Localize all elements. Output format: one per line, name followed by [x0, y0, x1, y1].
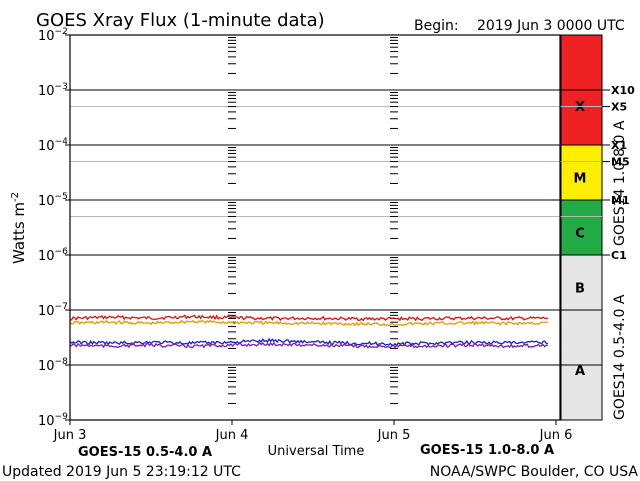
y-tick-label: 10−4: [38, 137, 68, 154]
flux-series: [69, 314, 549, 349]
flare-band-label-x: X: [575, 100, 585, 115]
flare-band-c: [561, 200, 602, 255]
legend-goes15-long: GOES-15 1.0-8.0 A: [420, 443, 554, 458]
flare-marker-label: M1: [611, 194, 630, 207]
credit-text: NOAA/SWPC Boulder, CO USA: [430, 464, 639, 480]
plot-frame: [69, 34, 561, 421]
flare-band-label-a: A: [575, 364, 585, 379]
flare-marker-label: C1: [611, 249, 627, 262]
x-tick-label: Jun 5: [377, 428, 411, 443]
series-line-0: [70, 314, 549, 322]
begin-label: Begin:: [414, 18, 459, 34]
flare-marker-label: X5: [611, 101, 627, 114]
reference-lines: [70, 89, 602, 366]
updated-timestamp: Updated 2019 Jun 5 23:19:12 UTC: [2, 464, 241, 480]
y-tick-label: 10−2: [38, 27, 68, 44]
flare-band-b: [561, 255, 602, 310]
flare-band-frame: [560, 34, 603, 421]
legend-goes15-short: GOES-15 0.5-4.0 A: [78, 445, 212, 460]
x-tick-label: Jun 3: [53, 428, 87, 443]
flare-band-label-m: M: [574, 172, 587, 187]
series-line-3: [69, 341, 549, 349]
day-tick-marks: [228, 37, 398, 404]
flare-band-label-c: C: [575, 227, 585, 242]
x-axis: Jun 3 Jun 4 Jun 5 Jun 6: [53, 420, 573, 443]
flare-marker-label: X10: [611, 84, 635, 97]
y-axis-title: Watts m-2: [10, 192, 28, 264]
x-tick-label: Jun 4: [215, 428, 249, 443]
series-line-1: [69, 319, 549, 327]
flare-marker-label: X1: [611, 139, 627, 152]
flare-class-bands: X M C B A: [560, 34, 603, 421]
y-tick-label: 10−3: [38, 82, 68, 99]
flare-band-m: [561, 145, 602, 200]
flare-markers: X10 X5 X1 M5 M1 C1: [602, 84, 635, 262]
flare-marker-label: M5: [611, 156, 630, 169]
y-tick-label: 10−9: [38, 412, 68, 429]
x-tick-label: Jun 6: [539, 428, 573, 443]
legend-goes14-short: GOES14 0.5-4.0 A: [612, 294, 628, 420]
y-axis: 10−2 10−3 10−4 10−5 10−6 10−7 10−8 10−9: [38, 27, 70, 429]
chart-title: GOES Xray Flux (1-minute data): [36, 10, 325, 31]
y-tick-label: 10−8: [38, 357, 68, 374]
y-tick-label: 10−5: [38, 192, 68, 209]
y-tick-label: 10−7: [38, 302, 68, 319]
begin-value: 2019 Jun 3 0000 UTC: [477, 18, 625, 34]
flare-band-label-b: B: [575, 282, 585, 297]
x-axis-title: Universal Time: [268, 444, 365, 459]
y-tick-label: 10−6: [38, 247, 68, 264]
legend-goes14-long: GOES14 1.0-8.0 A: [612, 120, 628, 246]
